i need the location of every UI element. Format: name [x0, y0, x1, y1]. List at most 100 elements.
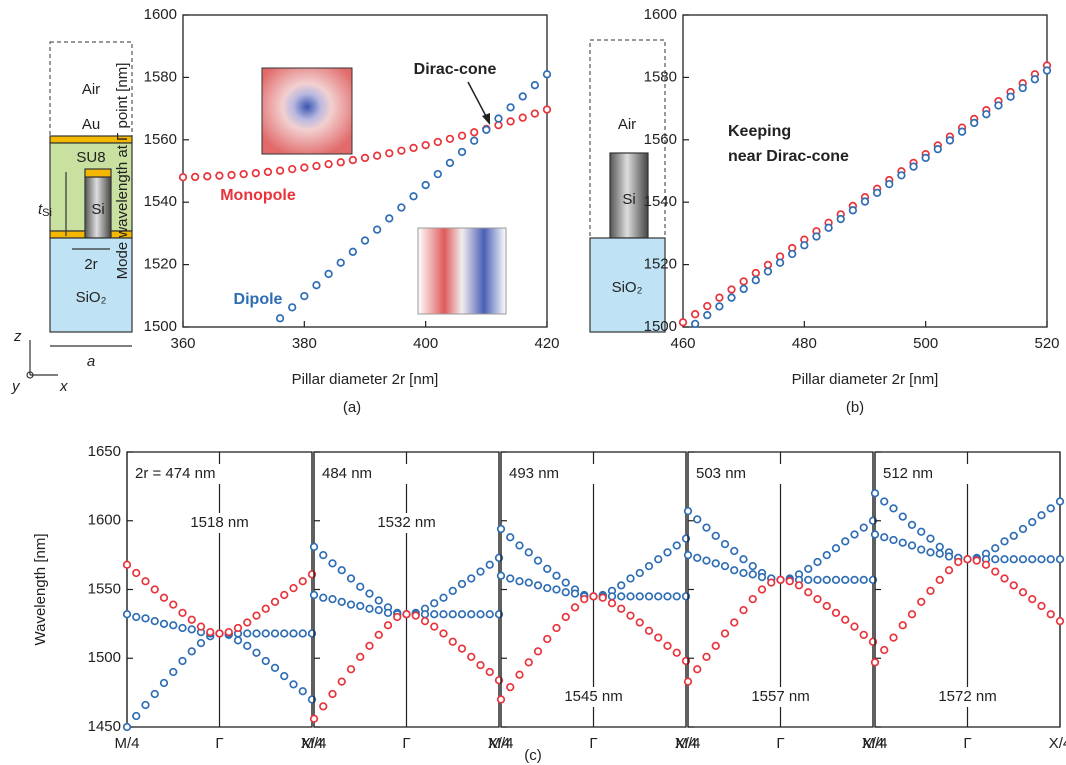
label: t	[38, 201, 43, 218]
data-point	[763, 267, 773, 276]
data-point	[169, 667, 178, 677]
gold-cap	[84, 168, 112, 178]
data-point	[711, 641, 720, 651]
data-point	[1000, 555, 1009, 564]
data-point	[328, 559, 337, 568]
y-tick-label: 1520	[644, 256, 677, 273]
data-point	[654, 592, 663, 601]
data-point	[252, 611, 261, 620]
data-point	[141, 577, 150, 586]
data-point	[917, 597, 926, 607]
data-point	[885, 179, 894, 189]
data-point	[476, 567, 485, 576]
data-point	[263, 167, 273, 177]
data-point	[1028, 594, 1037, 604]
data-point	[515, 541, 524, 550]
data-point	[385, 214, 394, 223]
data-point	[270, 597, 280, 607]
data-point	[457, 610, 467, 619]
data-point	[683, 677, 693, 686]
data-point	[506, 682, 515, 692]
data-point	[476, 610, 485, 619]
data-point	[336, 158, 345, 167]
x-axis-label: Pillar diameter 2r [nm]	[292, 371, 439, 388]
data-point	[812, 232, 821, 241]
x-tick-label: X/4	[1049, 735, 1066, 752]
data-point	[767, 578, 776, 587]
data-point	[963, 555, 972, 564]
data-point	[711, 531, 720, 541]
data-point	[289, 680, 298, 689]
y-tick-label: 1580	[144, 68, 177, 85]
data-point	[206, 627, 215, 637]
data-point	[430, 622, 439, 631]
caption: (a)	[343, 399, 361, 416]
annotation: 1532 nm	[377, 514, 435, 531]
data-point	[748, 561, 757, 571]
y-tick-label: 1600	[144, 6, 177, 23]
data-point	[859, 523, 868, 532]
data-point	[365, 641, 374, 651]
data-point	[785, 577, 794, 586]
data-point	[982, 110, 991, 119]
data-point	[150, 585, 159, 594]
data-point	[506, 574, 515, 583]
data-point	[243, 641, 252, 651]
data-point	[324, 159, 333, 169]
data-point	[870, 658, 880, 667]
data-point	[233, 623, 243, 633]
data-point	[1009, 555, 1018, 564]
data-point	[570, 603, 580, 612]
data-point	[457, 147, 467, 157]
data-point	[1018, 524, 1028, 534]
x-tick-label: Γ	[963, 735, 971, 752]
x-tick-label: X/4	[675, 735, 698, 752]
data-point	[751, 268, 760, 278]
x-axis-label: Pillar diameter 2r [nm]	[792, 371, 939, 388]
data-point	[506, 533, 515, 542]
data-point	[372, 225, 382, 234]
data-point	[485, 667, 494, 677]
data-point	[1055, 497, 1065, 506]
label-background	[372, 513, 441, 533]
data-point	[187, 615, 196, 624]
data-point	[690, 310, 700, 319]
data-point	[439, 610, 448, 619]
data-point	[898, 621, 907, 630]
data-point	[187, 647, 196, 656]
data-point	[542, 70, 552, 79]
data-point	[831, 544, 841, 553]
label: Si	[42, 207, 52, 219]
x-tick-label: 360	[170, 335, 195, 352]
data-point	[907, 520, 917, 530]
data-point	[215, 171, 224, 180]
annotation: Dirac-cone	[414, 61, 497, 78]
x-tick-label: Γ	[215, 735, 223, 752]
data-point	[289, 629, 298, 638]
data-point	[252, 629, 261, 638]
data-point	[309, 542, 319, 552]
data-point	[644, 626, 654, 635]
y-tick-label: 1580	[644, 68, 677, 85]
x-tick-label: Γ	[589, 735, 597, 752]
data-point	[309, 714, 319, 723]
arrow-head	[482, 113, 490, 125]
data-point	[261, 604, 270, 613]
data-point	[159, 593, 169, 602]
data-point	[822, 601, 831, 611]
data-point	[617, 592, 626, 601]
x-tick-label: 460	[670, 335, 695, 352]
annotation: 493 nm	[509, 465, 559, 482]
data-point	[482, 125, 491, 134]
data-point	[730, 618, 739, 627]
data-point	[663, 641, 672, 651]
data-point	[485, 610, 494, 619]
data-point	[841, 615, 850, 624]
data-point	[935, 542, 944, 552]
data-point	[251, 169, 260, 178]
data-point	[457, 131, 467, 140]
data-point	[397, 203, 406, 212]
data-point	[1042, 66, 1052, 75]
data-point	[485, 560, 494, 569]
data-point	[300, 163, 309, 172]
